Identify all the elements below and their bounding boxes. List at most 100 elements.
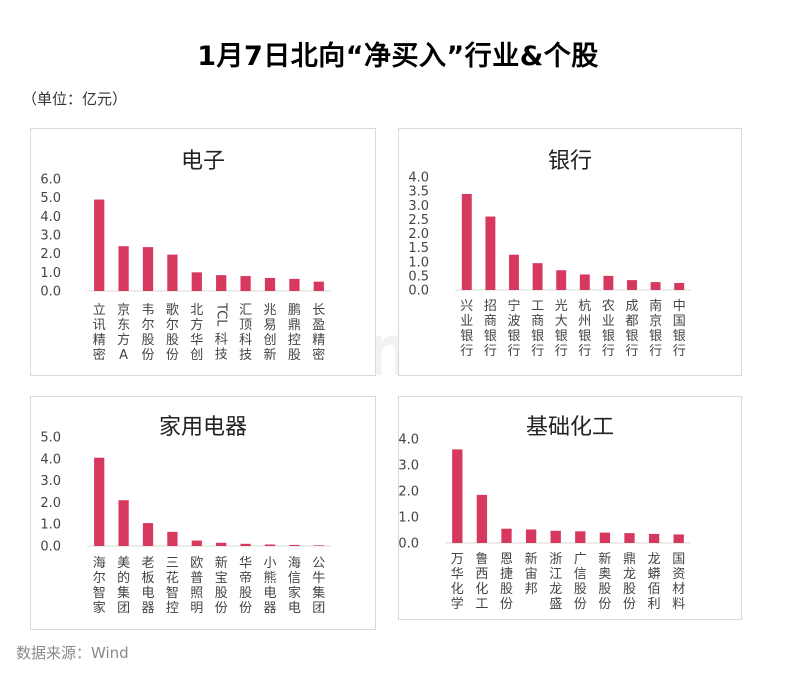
svg-text:佰: 佰 xyxy=(648,582,661,597)
page-title: 1月7日北向“净买入”行业&个股 xyxy=(197,41,599,72)
bar xyxy=(240,543,251,546)
bar xyxy=(627,280,637,290)
y-tick-label: 6.0 xyxy=(40,173,61,188)
svg-text:精: 精 xyxy=(312,333,325,348)
svg-text:集: 集 xyxy=(117,585,130,601)
svg-text:方: 方 xyxy=(117,332,130,348)
y-tick-label: 5.0 xyxy=(40,431,61,446)
svg-text:尔: 尔 xyxy=(93,571,106,586)
svg-text:TCL: TCL xyxy=(214,302,229,327)
svg-text:份: 份 xyxy=(215,601,228,616)
y-tick-label: 3.0 xyxy=(40,474,61,489)
svg-text:科: 科 xyxy=(215,333,228,348)
svg-text:欧: 欧 xyxy=(190,556,203,571)
y-tick-label: 2.0 xyxy=(398,485,419,500)
svg-text:新: 新 xyxy=(215,555,228,571)
svg-text:银: 银 xyxy=(531,329,544,344)
svg-text:信: 信 xyxy=(288,571,301,586)
svg-text:集: 集 xyxy=(312,585,325,601)
y-tick-label: 2.0 xyxy=(40,247,61,262)
svg-text:资: 资 xyxy=(672,567,685,582)
source-note: 数据来源：Wind xyxy=(16,644,129,662)
svg-text:新: 新 xyxy=(598,551,611,567)
svg-text:料: 料 xyxy=(672,597,685,612)
svg-text:鲁: 鲁 xyxy=(475,552,488,567)
bar xyxy=(550,530,561,543)
bar xyxy=(289,278,300,291)
y-tick-label: 3.0 xyxy=(40,229,61,244)
svg-text:份: 份 xyxy=(574,597,587,612)
y-tick-label: 4.0 xyxy=(398,433,419,448)
svg-text:股: 股 xyxy=(574,582,587,597)
bar xyxy=(118,246,129,291)
bar xyxy=(264,544,276,546)
bar xyxy=(118,500,129,546)
y-tick-label: 3.5 xyxy=(408,185,429,200)
bar xyxy=(485,216,496,290)
y-tick-label: 5.0 xyxy=(40,191,61,206)
svg-text:捷: 捷 xyxy=(500,567,513,582)
y-tick-label: 1.5 xyxy=(408,241,429,256)
svg-text:业: 业 xyxy=(460,314,473,329)
y-tick-label: 0.0 xyxy=(398,537,419,552)
svg-text:兆: 兆 xyxy=(263,303,276,318)
svg-text:智: 智 xyxy=(93,586,106,601)
svg-text:都: 都 xyxy=(625,314,638,329)
svg-text:招: 招 xyxy=(484,299,497,314)
y-tick-label: 0.0 xyxy=(408,284,429,299)
bar xyxy=(532,263,543,290)
svg-text:智: 智 xyxy=(166,586,179,601)
bar xyxy=(191,272,202,291)
bar xyxy=(599,532,611,543)
svg-text:行: 行 xyxy=(555,344,568,359)
chart-title: 基础化工 xyxy=(525,415,614,440)
bar xyxy=(452,449,463,543)
svg-text:大: 大 xyxy=(555,314,568,329)
bar xyxy=(264,277,276,291)
svg-text:商: 商 xyxy=(484,314,497,329)
svg-text:电: 电 xyxy=(288,601,301,616)
svg-text:京: 京 xyxy=(117,303,130,318)
svg-text:鹏: 鹏 xyxy=(288,303,301,318)
svg-text:银: 银 xyxy=(602,329,615,344)
chart-panel-home-appliances: 家用电器 0.0 1.0 2.0 3.0 4.0 5.0 海尔智家美的集团老板电器三花智控欧… xyxy=(30,396,376,630)
y-tick-label: 0.0 xyxy=(40,540,61,555)
svg-text:银: 银 xyxy=(649,329,662,344)
chart-svg: 0.01.02.03.04.0万华化学鲁西化工恩捷股份新宙邦浙江龙盛广信股份新奥… xyxy=(398,433,691,612)
svg-text:州: 州 xyxy=(578,314,591,329)
bar xyxy=(289,544,300,546)
svg-text:老: 老 xyxy=(141,556,154,571)
bar xyxy=(94,199,105,291)
bar xyxy=(673,534,684,543)
svg-text:西: 西 xyxy=(475,567,488,582)
svg-text:技: 技 xyxy=(215,348,228,363)
svg-text:韦: 韦 xyxy=(141,303,154,318)
svg-text:立: 立 xyxy=(93,303,106,318)
svg-text:成: 成 xyxy=(625,299,638,314)
chart-svg: 0.01.02.03.04.05.06.0立讯精密京东方A韦尔股份歌尔股份北方华… xyxy=(40,173,331,363)
svg-text:顶: 顶 xyxy=(239,318,252,333)
svg-text:汇: 汇 xyxy=(239,303,252,318)
svg-text:银: 银 xyxy=(555,329,568,344)
chart-title: 电子 xyxy=(180,149,225,174)
svg-text:花: 花 xyxy=(166,570,179,586)
svg-text:科: 科 xyxy=(239,333,252,348)
svg-text:团: 团 xyxy=(117,601,130,616)
svg-text:股: 股 xyxy=(500,582,513,597)
bar xyxy=(509,254,519,290)
svg-text:行: 行 xyxy=(507,344,520,359)
bar xyxy=(476,494,488,543)
svg-text:份: 份 xyxy=(239,601,252,616)
svg-text:宝: 宝 xyxy=(215,571,228,586)
